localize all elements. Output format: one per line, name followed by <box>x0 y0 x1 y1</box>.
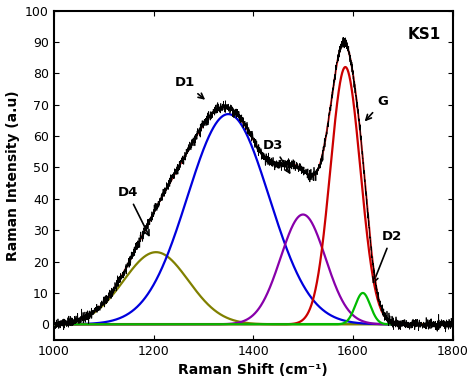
Y-axis label: Raman Intensity (a.u): Raman Intensity (a.u) <box>6 90 19 260</box>
Text: D3: D3 <box>263 139 290 173</box>
Text: G: G <box>366 95 388 120</box>
Text: D1: D1 <box>174 76 204 98</box>
Text: D4: D4 <box>118 186 149 236</box>
Text: KS1: KS1 <box>407 27 440 42</box>
X-axis label: Raman Shift (cm⁻¹): Raman Shift (cm⁻¹) <box>178 363 328 377</box>
Text: D2: D2 <box>373 230 402 282</box>
